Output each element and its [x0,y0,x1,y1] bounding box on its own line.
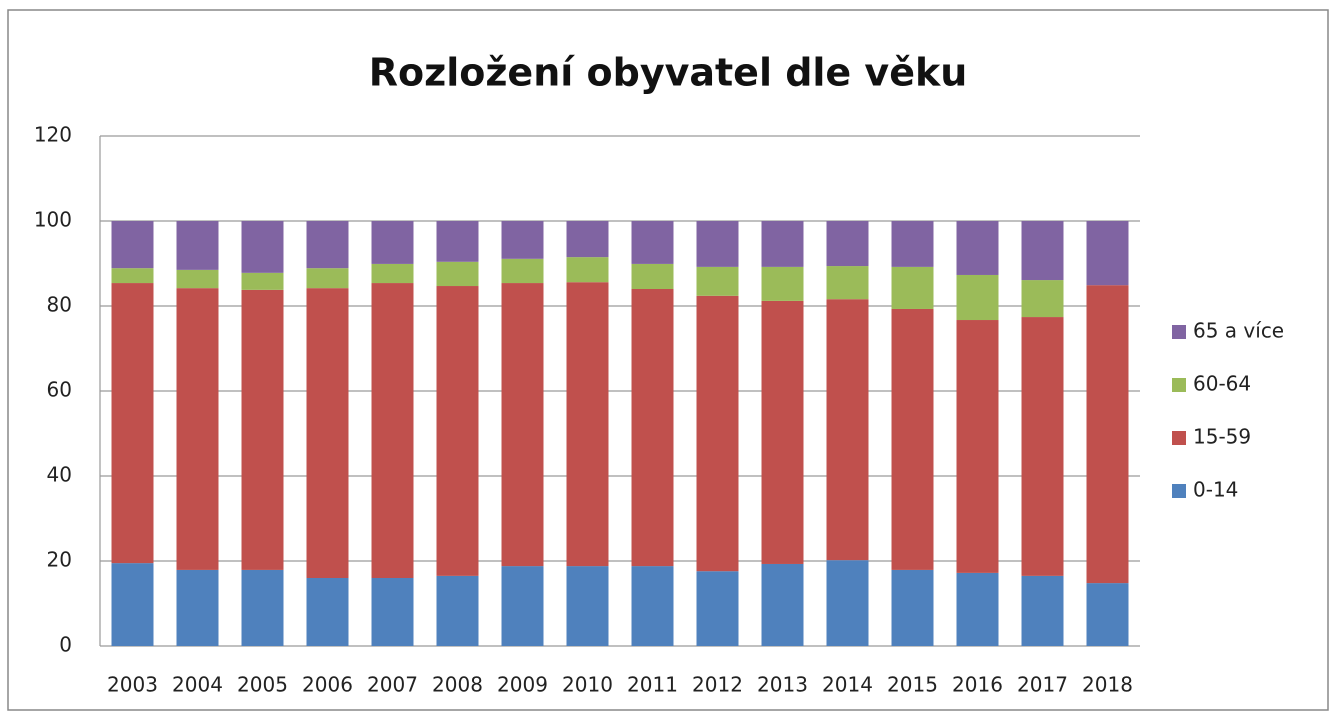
bar-segment [696,571,739,646]
bar-segment [761,300,804,564]
bar-segment [696,266,739,296]
bar-segment [566,221,609,258]
y-tick-label: 0 [59,633,72,657]
x-tick-label: 2013 [757,673,808,697]
bar-segment [371,283,414,578]
legend-swatch [1172,431,1186,445]
bar-segment [436,221,479,262]
bar-segment [436,575,479,646]
bar-segment [956,320,999,573]
bar-segment [371,221,414,264]
bar-segment [891,308,934,570]
bar-segment [436,261,479,287]
bar-segment [566,282,609,567]
y-tick-label: 20 [47,548,72,572]
bar-segment [956,221,999,275]
x-tick-label: 2018 [1082,673,1133,697]
bar-segment [891,569,934,646]
legend-swatch [1172,325,1186,339]
x-tick-label: 2008 [432,673,483,697]
bar-segment [1021,317,1064,576]
bar-segment [1086,583,1129,646]
bar-segment [241,272,284,290]
bar-segment [761,266,804,301]
bar-segment [631,263,674,289]
legend-swatch [1172,484,1186,498]
bar-segment [176,221,219,270]
bar-segment [1021,575,1064,646]
bar-segment [241,221,284,273]
bar-segment [761,563,804,646]
bar-segment [956,572,999,646]
bar-segment [1021,280,1064,318]
bar-segment [176,269,219,289]
x-tick-label: 2005 [237,673,288,697]
bar-segment [891,266,934,309]
bar-segment [501,566,544,646]
bar-segment [111,221,154,269]
bar-segment [241,289,284,570]
y-tick-label: 80 [47,293,72,317]
bar-segment [1086,221,1129,286]
bar-segment [1021,221,1064,281]
bar-segment [371,578,414,646]
bar-segment [826,221,869,267]
bar-segment [306,288,349,578]
bar-segment [306,221,349,269]
bar-segment [111,563,154,646]
x-tick-label: 2014 [822,673,873,697]
legend-label: 15-59 [1193,425,1251,449]
y-tick-label: 60 [47,378,72,402]
bar-segment [956,274,999,321]
x-tick-label: 2007 [367,673,418,697]
x-tick-label: 2012 [692,673,743,697]
bar-segment [631,289,674,567]
bar-segment [826,299,869,561]
legend-swatch [1172,378,1186,392]
bar-segment [371,263,414,284]
x-tick-label: 2011 [627,673,678,697]
legend-label: 0-14 [1193,478,1238,502]
bar-segment [436,286,479,576]
bar-segment [306,268,349,289]
x-tick-label: 2006 [302,673,353,697]
y-tick-label: 40 [47,463,72,487]
bar-segment [1086,285,1129,584]
bar-segment [566,257,609,283]
bar-segment [501,258,544,284]
x-tick-label: 2004 [172,673,223,697]
bar-segment [111,283,154,564]
bar-segment [306,578,349,646]
bar-segment [826,266,869,300]
legend-label: 65 a více [1193,319,1284,343]
x-tick-label: 2015 [887,673,938,697]
bar-segment [826,560,869,646]
x-tick-label: 2017 [1017,673,1068,697]
bar-segment [891,221,934,267]
x-tick-label: 2016 [952,673,1003,697]
bar-segment [696,295,739,572]
bar-segment [566,566,609,646]
bar-segment [696,221,739,267]
bar-segment [501,283,544,567]
bar-segment [631,221,674,264]
bar-segment [241,569,284,646]
x-tick-label: 2009 [497,673,548,697]
chart-title: Rozložení obyvatel dle věku [369,51,968,95]
x-tick-label: 2003 [107,673,158,697]
bar-segment [111,268,154,284]
x-tick-label: 2010 [562,673,613,697]
bar-segment [631,566,674,646]
y-tick-label: 100 [34,208,72,232]
bar-segment [761,221,804,267]
bar-segment [176,569,219,646]
y-tick-label: 120 [34,123,72,147]
bar-segment [501,221,544,259]
legend-label: 60-64 [1193,372,1251,396]
bar-segment [176,288,219,570]
